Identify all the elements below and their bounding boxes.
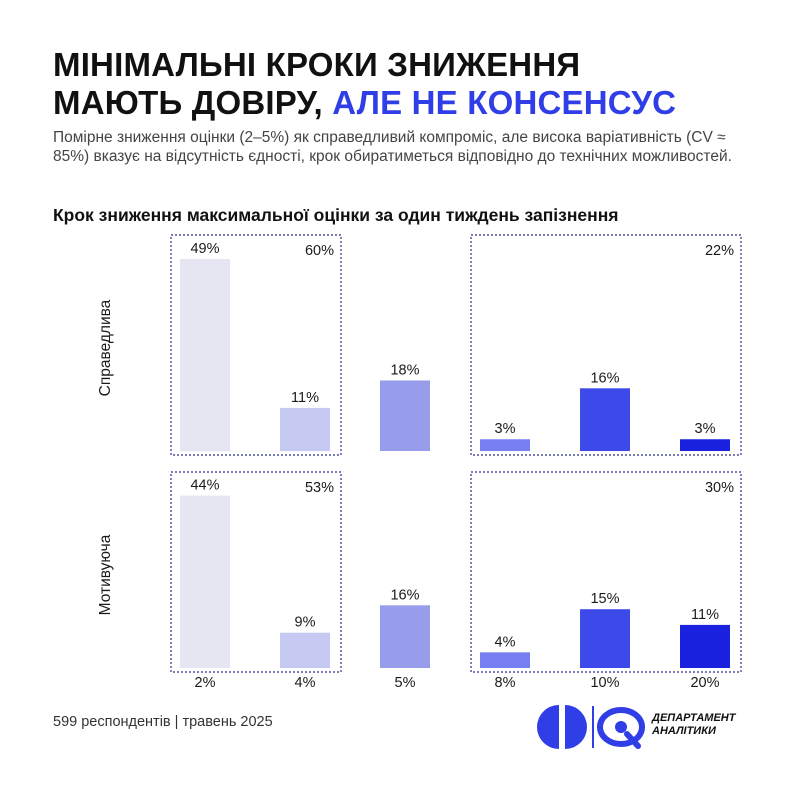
data-label: 3% [695, 421, 716, 437]
page-title: МІНІМАЛЬНІ КРОКИ ЗНИЖЕННЯ МАЮТЬ ДОВІРУ, … [53, 46, 676, 122]
logo-mark-left-icon [537, 705, 587, 749]
data-label: 49% [190, 241, 219, 257]
x-tick-label: 5% [395, 675, 416, 691]
x-tick-label: 20% [690, 675, 719, 691]
data-label: 4% [495, 634, 516, 650]
bar [180, 259, 230, 451]
department-logo [537, 705, 645, 749]
footer-source: 599 респондентів | травень 2025 [53, 714, 273, 730]
data-label: 11% [691, 607, 719, 623]
group-box [170, 234, 342, 456]
bar-chart: 60% 22% 49% 11% 18% 3% 16% 3% Справедлива 53% 30% 4… [97, 234, 742, 691]
department-name-line-2: АНАЛІТИКИ [652, 725, 716, 737]
page-subtitle: Помірне зниження оцінки (2–5%) як справе… [53, 129, 732, 165]
bar [280, 632, 330, 668]
group-total-label: 30% [705, 480, 734, 496]
bar [580, 388, 630, 451]
group-total-label: 53% [305, 480, 334, 496]
logo-divider [592, 706, 594, 748]
logo-eye-icon [597, 707, 645, 749]
x-tick-label: 4% [295, 675, 316, 691]
department-name: ДЕПАРТАМЕНТ АНАЛІТИКИ [652, 712, 752, 738]
bar [680, 439, 730, 451]
group-box [470, 471, 742, 673]
bar [680, 624, 730, 668]
bar [280, 407, 330, 451]
title-line-1: МІНІМАЛЬНІ КРОКИ ЗНИЖЕННЯ [53, 46, 581, 83]
group-total-label: 22% [705, 243, 734, 259]
department-name-line-1: ДЕПАРТАМЕНТ [652, 712, 736, 724]
x-tick-label: 2% [195, 675, 216, 691]
bar [480, 439, 530, 451]
group-box [470, 234, 742, 456]
data-label: 15% [590, 591, 619, 607]
row-label: Мотивуюча [97, 534, 114, 615]
bar [380, 380, 430, 451]
data-label: 16% [390, 587, 419, 603]
group-box [170, 471, 342, 673]
row-label: Справедлива [97, 299, 114, 396]
group-total-label: 60% [305, 243, 334, 259]
bar [580, 609, 630, 668]
chart-title: Крок зниження максимальної оцінки за оди… [53, 205, 619, 225]
data-label: 11% [291, 390, 319, 406]
x-tick-label: 8% [495, 675, 516, 691]
bar [480, 652, 530, 668]
data-label: 16% [590, 370, 619, 386]
data-label: 44% [190, 478, 219, 494]
data-label: 18% [390, 362, 419, 378]
title-accent: АЛЕ НЕ КОНСЕНСУС [332, 84, 677, 121]
bar [180, 495, 230, 668]
x-tick-label: 10% [590, 675, 619, 691]
data-label: 9% [295, 615, 316, 631]
data-label: 3% [495, 421, 516, 437]
bar [380, 605, 430, 668]
title-line-2: МАЮТЬ ДОВІРУ, [53, 84, 333, 121]
